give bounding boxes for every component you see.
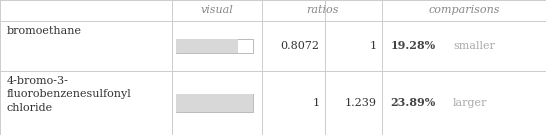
Text: larger: larger — [453, 98, 488, 108]
Text: comparisons: comparisons — [429, 5, 500, 16]
Bar — [176, 39, 253, 53]
Bar — [176, 94, 253, 112]
Text: 23.89%: 23.89% — [390, 97, 436, 108]
Text: 1.239: 1.239 — [345, 98, 377, 108]
Bar — [176, 39, 238, 53]
Text: smaller: smaller — [453, 41, 495, 51]
Bar — [176, 94, 253, 112]
Text: 0.8072: 0.8072 — [281, 41, 319, 51]
Text: 19.28%: 19.28% — [390, 40, 436, 51]
Text: visual: visual — [201, 5, 233, 16]
Text: bromoethane: bromoethane — [7, 26, 81, 36]
Text: 1: 1 — [312, 98, 319, 108]
Text: ratios: ratios — [306, 5, 339, 16]
Text: 4-bromo-3-
fluorobenzenesulfonyl
chloride: 4-bromo-3- fluorobenzenesulfonyl chlorid… — [7, 76, 131, 113]
Text: 1: 1 — [370, 41, 377, 51]
